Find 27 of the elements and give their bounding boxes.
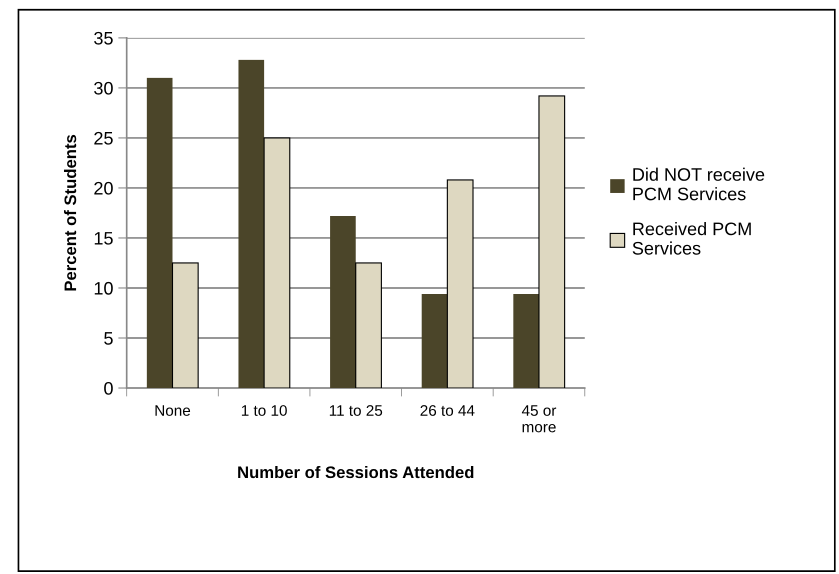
y-tick-label: 30 [94, 82, 113, 95]
x-tick-label: 1 to 10 [242, 405, 287, 416]
x-tick-label: 26 to 44 [420, 405, 475, 416]
bar [422, 294, 448, 388]
y-tick-label: 0 [104, 382, 113, 395]
bar [330, 216, 356, 388]
x-tick-label: None [155, 405, 190, 416]
legend-label: Did NOT receive PCM Services [633, 168, 764, 200]
bar [264, 137, 290, 388]
x-axis-title: Number of Sessions Attended [238, 466, 474, 478]
y-tick-label: 5 [104, 332, 113, 345]
x-tick-label: 11 to 25 [330, 405, 382, 416]
y-axis-title: Percent of Students [64, 134, 76, 291]
bar [146, 78, 172, 388]
y-tick-label: 10 [94, 282, 113, 295]
legend-label: Received PCM Services [632, 222, 751, 255]
bar [238, 60, 264, 388]
bar [513, 294, 539, 388]
y-tick-label: 25 [94, 132, 113, 145]
bar [538, 95, 566, 388]
y-tick-label: 20 [94, 182, 113, 195]
y-tick-label: 35 [94, 32, 113, 45]
bar [446, 179, 474, 388]
y-tick-label: 15 [94, 232, 113, 245]
bar [172, 262, 199, 388]
x-tick-label: 45 or more [522, 405, 556, 432]
bar [355, 262, 382, 388]
